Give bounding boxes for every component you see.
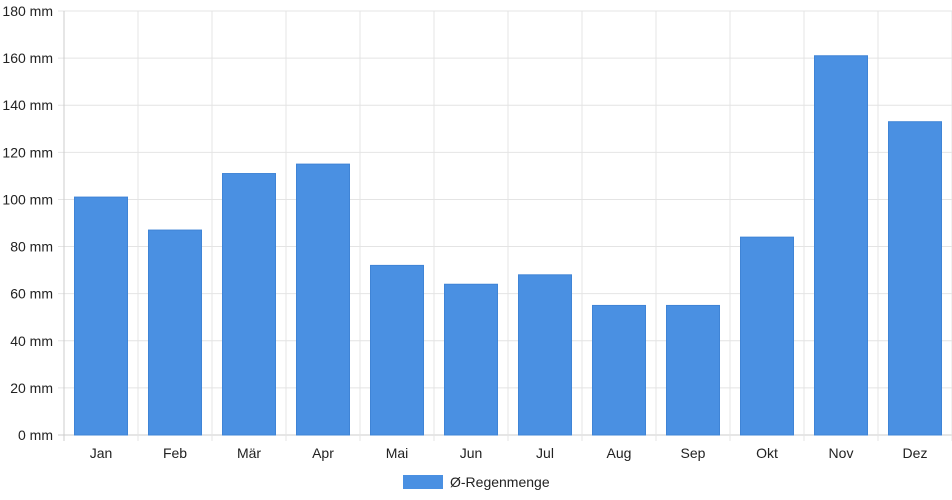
y-tick-label: 120 mm bbox=[2, 144, 53, 160]
bar-jun bbox=[444, 283, 498, 436]
bar-sep bbox=[666, 304, 720, 436]
bar-jul bbox=[518, 274, 572, 436]
x-tick-label: Aug bbox=[607, 445, 632, 461]
x-tick-label: Feb bbox=[163, 445, 187, 461]
x-axis: Jan Feb Mär Apr Mai Jun Jul Aug Sep Okt Nov Dez bbox=[90, 445, 928, 461]
legend-label: Ø-Regenmenge bbox=[450, 474, 550, 490]
y-tick-label: 0 mm bbox=[18, 427, 53, 443]
bar-nov bbox=[814, 55, 868, 436]
y-tick-label: 180 mm bbox=[2, 3, 53, 19]
bar-mär bbox=[222, 173, 276, 436]
y-tick-label: 140 mm bbox=[2, 97, 53, 113]
bar-apr bbox=[296, 163, 350, 436]
x-tick-label: Jan bbox=[90, 445, 113, 461]
bar-aug bbox=[592, 304, 646, 436]
x-tick-label: Okt bbox=[756, 445, 778, 461]
legend[interactable]: Ø-Regenmenge bbox=[403, 474, 550, 490]
y-tick-label: 40 mm bbox=[10, 333, 53, 349]
x-tick-label: Mai bbox=[386, 445, 409, 461]
y-tick-label: 160 mm bbox=[2, 50, 53, 66]
y-tick-label: 100 mm bbox=[2, 191, 53, 207]
x-tick-label: Sep bbox=[681, 445, 706, 461]
bar-feb bbox=[148, 229, 202, 436]
bar-mai bbox=[370, 264, 424, 436]
legend-swatch bbox=[403, 475, 443, 489]
y-tick-label: 60 mm bbox=[10, 286, 53, 302]
bar-jan bbox=[74, 196, 128, 436]
x-tick-label: Jul bbox=[536, 445, 554, 461]
bar-okt bbox=[740, 236, 794, 436]
grid-lines bbox=[58, 10, 952, 441]
y-tick-label: 80 mm bbox=[10, 239, 53, 255]
x-tick-label: Mär bbox=[237, 445, 261, 461]
x-tick-label: Jun bbox=[460, 445, 483, 461]
x-tick-label: Dez bbox=[903, 445, 928, 461]
bar-dez bbox=[888, 121, 942, 436]
y-tick-label: 20 mm bbox=[10, 380, 53, 396]
y-axis: 0 mm 20 mm 40 mm 60 mm 80 mm 100 mm 120 mm 140 … bbox=[2, 3, 53, 443]
x-tick-label: Apr bbox=[312, 445, 334, 461]
bar-series bbox=[74, 55, 942, 436]
x-tick-label: Nov bbox=[829, 445, 854, 461]
